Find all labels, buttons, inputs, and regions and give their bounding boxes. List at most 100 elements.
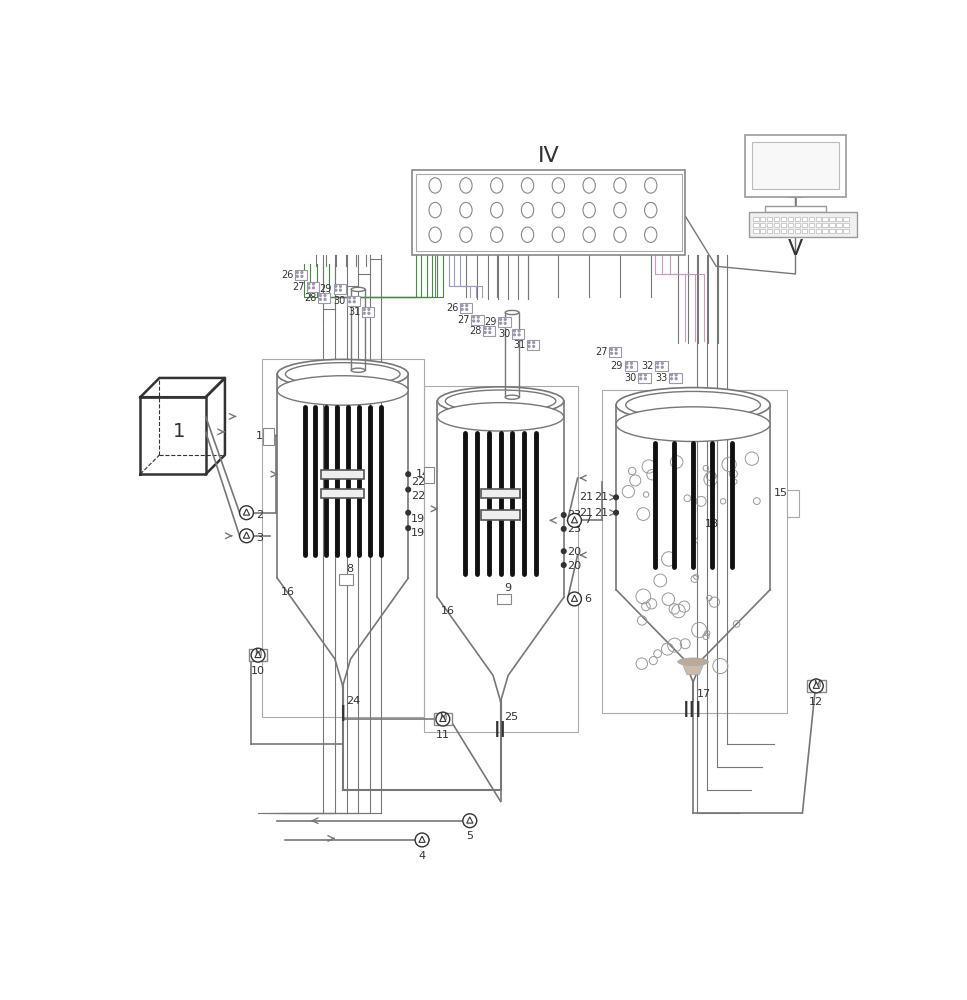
- Ellipse shape: [614, 227, 626, 242]
- Circle shape: [562, 527, 566, 531]
- Circle shape: [461, 308, 463, 310]
- Text: 20: 20: [567, 561, 581, 571]
- Ellipse shape: [459, 178, 472, 193]
- Bar: [836, 217, 841, 221]
- Circle shape: [478, 316, 480, 318]
- Ellipse shape: [437, 403, 564, 431]
- Ellipse shape: [616, 407, 770, 441]
- Text: 15: 15: [774, 488, 788, 498]
- Circle shape: [339, 285, 341, 287]
- Bar: [318, 293, 331, 303]
- Circle shape: [484, 332, 486, 333]
- Bar: [459, 303, 472, 313]
- Bar: [347, 296, 360, 306]
- Bar: [602, 389, 787, 713]
- Bar: [795, 223, 800, 227]
- Ellipse shape: [645, 227, 657, 242]
- Text: 31: 31: [348, 307, 361, 317]
- Bar: [753, 217, 758, 221]
- Text: 25: 25: [505, 712, 518, 722]
- Text: 26: 26: [446, 303, 458, 313]
- Circle shape: [353, 297, 355, 299]
- Circle shape: [675, 378, 677, 380]
- Text: 19: 19: [411, 528, 425, 538]
- Bar: [321, 470, 365, 479]
- Text: 29: 29: [610, 361, 623, 371]
- Circle shape: [406, 487, 411, 492]
- Text: 6: 6: [584, 594, 591, 604]
- Bar: [669, 373, 682, 383]
- Text: 27: 27: [457, 315, 470, 325]
- Circle shape: [630, 366, 632, 368]
- Text: 1: 1: [172, 422, 185, 441]
- Polygon shape: [440, 715, 446, 721]
- Ellipse shape: [505, 310, 519, 315]
- Ellipse shape: [429, 202, 441, 218]
- Ellipse shape: [490, 178, 503, 193]
- Polygon shape: [419, 836, 425, 842]
- Ellipse shape: [616, 388, 770, 422]
- Bar: [843, 223, 849, 227]
- Text: 29: 29: [484, 317, 497, 327]
- Ellipse shape: [285, 363, 400, 386]
- Bar: [249, 649, 267, 661]
- Bar: [765, 206, 827, 212]
- Bar: [760, 223, 766, 227]
- Bar: [781, 223, 786, 227]
- Circle shape: [670, 378, 672, 380]
- Circle shape: [364, 308, 366, 310]
- Polygon shape: [682, 662, 705, 675]
- Circle shape: [484, 328, 486, 330]
- Text: 27: 27: [292, 282, 305, 292]
- Bar: [527, 340, 539, 350]
- Circle shape: [436, 712, 450, 726]
- Bar: [781, 217, 786, 221]
- Circle shape: [335, 285, 337, 287]
- Circle shape: [809, 679, 823, 693]
- Ellipse shape: [614, 178, 626, 193]
- Text: III: III: [684, 701, 703, 721]
- Ellipse shape: [490, 202, 503, 218]
- Circle shape: [349, 301, 351, 303]
- Bar: [781, 229, 786, 233]
- Circle shape: [614, 495, 619, 500]
- Bar: [808, 217, 814, 221]
- Text: 8: 8: [346, 564, 354, 574]
- Bar: [760, 217, 766, 221]
- Ellipse shape: [583, 227, 596, 242]
- Circle shape: [368, 312, 369, 314]
- Ellipse shape: [552, 227, 565, 242]
- Bar: [830, 217, 835, 221]
- Text: II: II: [494, 721, 507, 741]
- Circle shape: [297, 272, 298, 273]
- Circle shape: [610, 352, 612, 354]
- Circle shape: [308, 287, 309, 289]
- Bar: [774, 223, 779, 227]
- Circle shape: [670, 374, 672, 376]
- Circle shape: [349, 297, 351, 299]
- Text: 9: 9: [505, 583, 512, 593]
- Ellipse shape: [429, 178, 441, 193]
- Ellipse shape: [678, 658, 709, 666]
- Circle shape: [675, 374, 677, 376]
- Circle shape: [518, 330, 520, 332]
- Circle shape: [368, 308, 369, 310]
- Circle shape: [489, 332, 490, 333]
- Text: 18: 18: [705, 519, 718, 529]
- Bar: [321, 489, 365, 498]
- Text: 5: 5: [466, 831, 473, 841]
- Text: 12: 12: [809, 697, 823, 707]
- Bar: [483, 326, 495, 336]
- Ellipse shape: [552, 178, 565, 193]
- Text: 23: 23: [567, 510, 581, 520]
- Bar: [753, 223, 758, 227]
- Text: 13: 13: [255, 431, 270, 441]
- Bar: [808, 223, 814, 227]
- Circle shape: [533, 345, 535, 347]
- Bar: [433, 713, 453, 725]
- Text: 11: 11: [436, 730, 450, 740]
- Circle shape: [562, 513, 566, 517]
- Bar: [513, 329, 524, 339]
- Ellipse shape: [645, 178, 657, 193]
- Bar: [843, 229, 849, 233]
